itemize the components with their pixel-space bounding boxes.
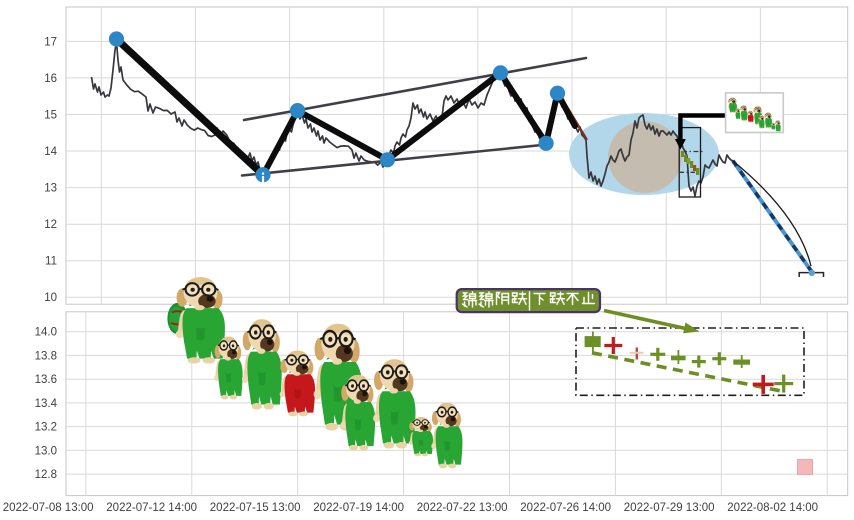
svg-text:2022-08-02 14:00: 2022-08-02 14:00 — [727, 502, 818, 514]
svg-text:2022-07-22 13:00: 2022-07-22 13:00 — [417, 502, 508, 514]
svg-text:16: 16 — [44, 73, 57, 85]
svg-text:2022-07-15 13:00: 2022-07-15 13:00 — [210, 502, 301, 514]
svg-text:2022-07-26 14:00: 2022-07-26 14:00 — [520, 502, 611, 514]
svg-text:17: 17 — [44, 36, 57, 48]
svg-text:13: 13 — [44, 183, 57, 195]
svg-text:11: 11 — [45, 256, 57, 268]
svg-text:10: 10 — [44, 292, 57, 304]
svg-text:14.0: 14.0 — [35, 327, 57, 339]
svg-text:13.0: 13.0 — [35, 445, 57, 457]
svg-text:2022-07-08 13:00: 2022-07-08 13:00 — [3, 502, 94, 514]
svg-text:13.2: 13.2 — [35, 422, 57, 434]
svg-text:12: 12 — [44, 219, 57, 231]
svg-text:15: 15 — [44, 110, 57, 122]
svg-text:13.6: 13.6 — [35, 374, 57, 386]
svg-text:13.4: 13.4 — [35, 398, 58, 410]
svg-text:14: 14 — [44, 146, 57, 158]
svg-text:2022-07-29 13:00: 2022-07-29 13:00 — [624, 502, 715, 514]
svg-text:2022-07-12 14:00: 2022-07-12 14:00 — [106, 502, 197, 514]
svg-text:12.8: 12.8 — [35, 469, 57, 481]
svg-text:2022-07-19 14:00: 2022-07-19 14:00 — [313, 502, 404, 514]
svg-text:13.8: 13.8 — [35, 350, 57, 362]
